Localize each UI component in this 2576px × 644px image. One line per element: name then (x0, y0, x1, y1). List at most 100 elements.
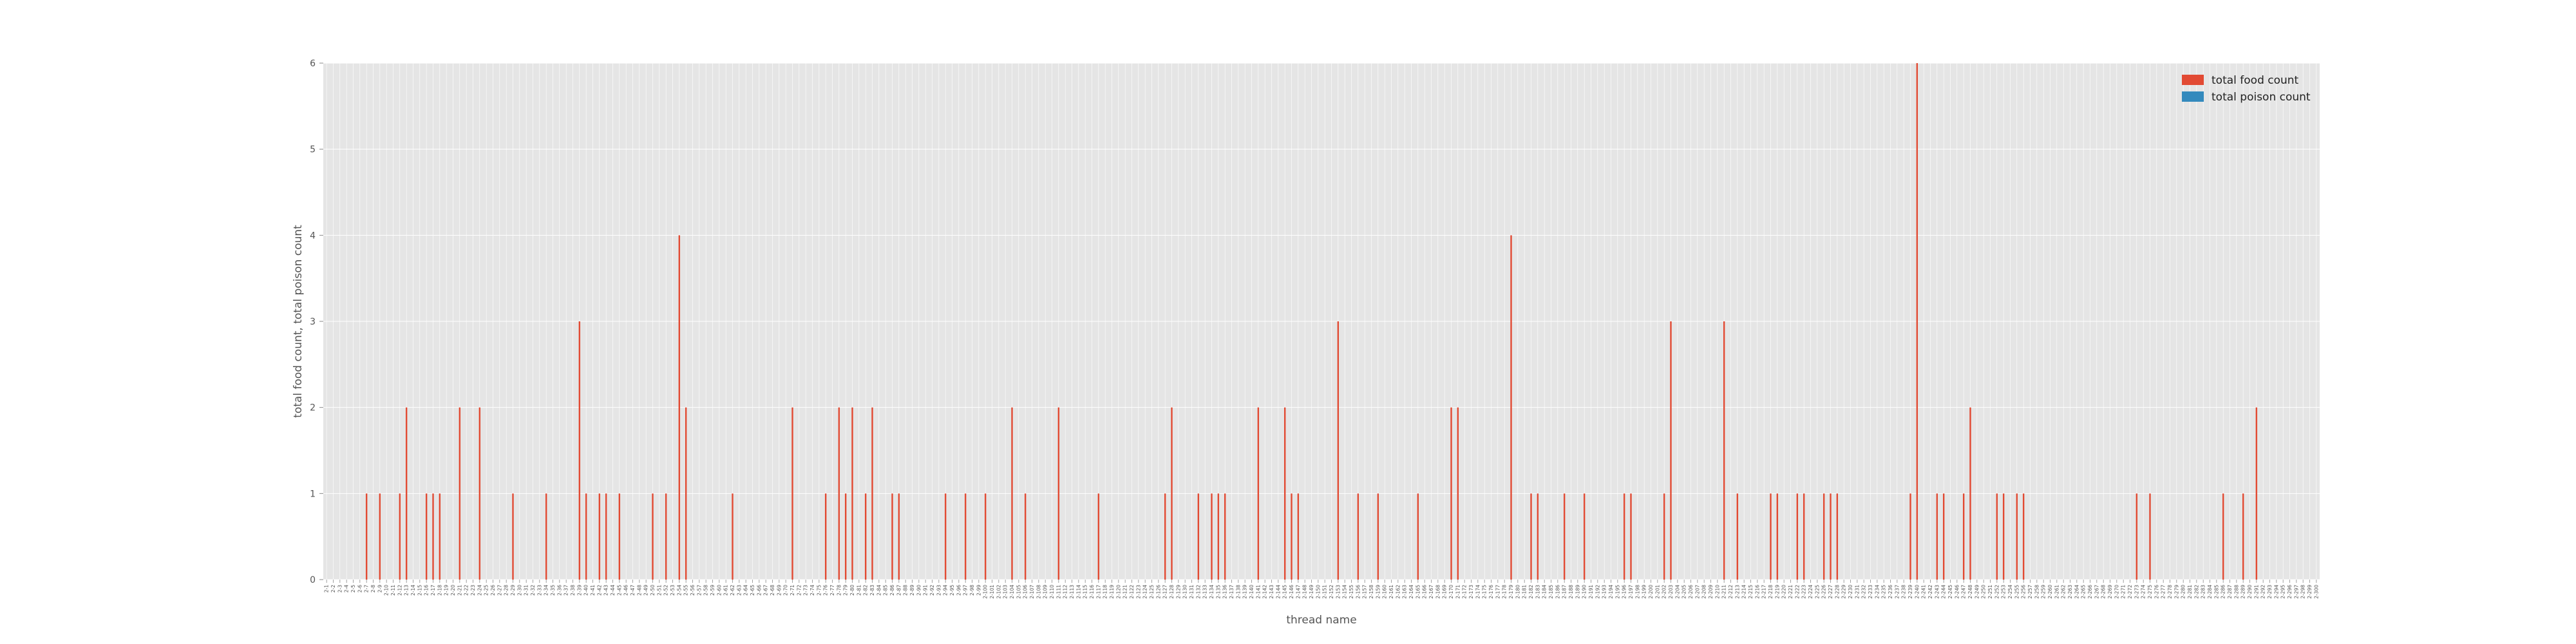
y-axis-title: total food count, total poison count (292, 225, 305, 418)
x-tick-label: 2-55 (683, 585, 689, 596)
x-tick-label: 2-24 (477, 585, 482, 596)
x-tick-label: 2-273 (2134, 585, 2139, 599)
x-tick-label: 2-266 (2087, 585, 2093, 599)
food-bar (1537, 493, 1539, 580)
x-tick-label: 2-284 (2207, 585, 2213, 599)
x-tick-label: 2-187 (1562, 585, 1567, 599)
food-bar (1297, 493, 1300, 580)
x-tick-label: 2-297 (2293, 585, 2299, 599)
x-tick-label: 2-263 (2067, 585, 2073, 599)
x-tick-label: 2-183 (1535, 585, 1540, 599)
x-tick-label: 2-204 (1674, 585, 1680, 599)
x-tick-label: 2-255 (2014, 585, 2020, 599)
x-tick-label: 2-65 (750, 585, 755, 596)
x-tick-label: 2-165 (1415, 585, 1421, 599)
legend-swatch-poison (2182, 91, 2204, 102)
x-tick-label: 2-170 (1448, 585, 1454, 599)
x-tick-label: 2-262 (2061, 585, 2067, 599)
x-tick-label: 2-251 (1987, 585, 1993, 599)
x-tick-label: 2-172 (1462, 585, 1468, 599)
x-tick-label: 2-209 (1708, 585, 1714, 599)
bar-series (365, 63, 2258, 580)
x-tick-label: 2-191 (1588, 585, 1594, 599)
x-tick-label: 2-235 (1881, 585, 1887, 599)
x-tick-label: 2-110 (1049, 585, 1055, 599)
x-tick-label: 2-128 (1169, 585, 1175, 599)
x-tick-label: 2-131 (1189, 585, 1195, 599)
food-bar (1024, 493, 1027, 580)
x-tick-label: 2-32 (530, 585, 536, 596)
x-tick-label: 2-5 (350, 585, 356, 592)
x-tick-label: 2-257 (2027, 585, 2033, 599)
food-bar (1217, 493, 1220, 580)
food-bar (2255, 407, 2258, 580)
x-tick-label: 2-173 (1468, 585, 1474, 599)
x-tick-label: 2-294 (2273, 585, 2279, 599)
x-tick-label: 2-53 (670, 585, 676, 596)
x-tick-label: 2-185 (1548, 585, 1554, 599)
x-tick-label: 2-62 (730, 585, 735, 596)
food-bar (1962, 493, 1965, 580)
x-tick-label: 2-226 (1821, 585, 1827, 599)
food-bar (2222, 493, 2224, 580)
x-tick-label: 2-90 (916, 585, 922, 596)
x-tick-label: 2-280 (2181, 585, 2186, 599)
x-tick-label: 2-46 (623, 585, 629, 596)
food-bar (891, 493, 893, 580)
x-tick-label: 2-207 (1694, 585, 1700, 599)
x-tick-label: 2-51 (656, 585, 662, 596)
food-bar (1909, 493, 1911, 580)
x-tick-label: 2-132 (1195, 585, 1201, 599)
x-tick-label: 2-29 (510, 585, 516, 596)
x-tick-label: 2-31 (524, 585, 529, 596)
x-tick-label: 2-133 (1202, 585, 1208, 599)
x-tick-label: 2-167 (1428, 585, 1434, 599)
x-tick-label: 2-192 (1595, 585, 1600, 599)
x-tick-label: 2-225 (1814, 585, 1820, 599)
x-tick-label: 2-146 (1289, 585, 1294, 599)
x-tick-label: 2-145 (1282, 585, 1288, 599)
x-tick-label: 2-164 (1408, 585, 1414, 599)
x-tick-label: 2-118 (1103, 585, 1108, 599)
x-tick-label: 2-59 (710, 585, 715, 596)
x-tick-label: 2-156 (1355, 585, 1361, 599)
x-tick-label: 2-42 (596, 585, 602, 596)
food-bar (984, 493, 987, 580)
x-tick-label: 2-247 (1961, 585, 1967, 599)
x-axis-ticks: 2-1 2-2 2-3 2-4 2-5 2-6 2-7 2-8 2-9 2-10 2-11 2-12 2… (324, 580, 2319, 599)
x-tick-label: 2-254 (2007, 585, 2013, 599)
x-tick-label: 2-214 (1741, 585, 1747, 599)
x-tick-label: 2-276 (2154, 585, 2159, 599)
x-tick-label: 2-48 (636, 585, 642, 596)
food-bar (871, 407, 873, 580)
x-tick-label: 2-12 (397, 585, 402, 596)
food-bar (1510, 235, 1512, 580)
x-tick-label: 2-143 (1269, 585, 1274, 599)
food-bar (791, 407, 793, 580)
x-tick-label: 2-79 (843, 585, 849, 596)
food-bar (678, 235, 681, 580)
x-tick-label: 2-83 (869, 585, 875, 596)
x-tick-label: 2-13 (404, 585, 410, 596)
x-tick-label: 2-72 (796, 585, 802, 596)
x-tick-label: 2-108 (1036, 585, 1041, 599)
food-bar (1377, 493, 1379, 580)
x-tick-label: 2-104 (1009, 585, 1015, 599)
food-bar (512, 493, 514, 580)
food-bar (652, 493, 654, 580)
x-tick-label: 2-41 (590, 585, 596, 596)
x-tick-label: 2-241 (1921, 585, 1927, 599)
y-tick-label: 2 (310, 403, 316, 413)
x-tick-label: 2-245 (1947, 585, 1953, 599)
x-tick-label: 2-244 (1941, 585, 1947, 599)
y-tick-label: 1 (310, 489, 316, 499)
x-tick-label: 2-1 (324, 585, 330, 592)
x-tick-label: 2-94 (943, 585, 949, 596)
x-tick-label: 2-73 (803, 585, 809, 596)
food-bar (732, 493, 734, 580)
food-bar (425, 493, 428, 580)
x-tick-label: 2-2 (330, 585, 336, 592)
x-tick-label: 2-249 (1974, 585, 1980, 599)
food-bar (1663, 493, 1665, 580)
x-tick-label: 2-238 (1901, 585, 1907, 599)
